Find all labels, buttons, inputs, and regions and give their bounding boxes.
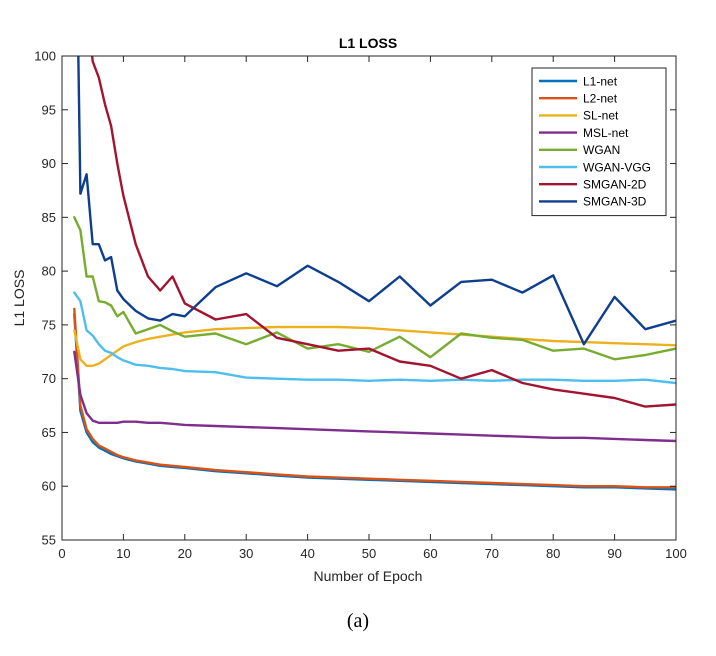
x-tick-label: 60 bbox=[423, 546, 437, 561]
x-tick-label: 0 bbox=[58, 546, 65, 561]
axes: 0 10 20 30 40 50 60 70 80 90 100 55 60 65 70 75 80 85 90 95… bbox=[34, 49, 687, 562]
series-line-smgan-2d bbox=[90, 56, 676, 408]
legend-label: SMGAN-2D bbox=[583, 178, 647, 192]
series-layer bbox=[73, 56, 676, 491]
y-tick-label: 60 bbox=[42, 479, 56, 494]
legend-label: WGAN-VGG bbox=[583, 160, 651, 174]
x-tick-label: 30 bbox=[239, 546, 253, 561]
y-tick-label: 65 bbox=[42, 425, 56, 440]
chart-title: L1 LOSS bbox=[339, 35, 397, 51]
x-tick-label: 90 bbox=[607, 546, 621, 561]
legend-label: L1-net bbox=[583, 74, 618, 88]
series-line-msl-net bbox=[73, 350, 676, 443]
x-tick-label: 10 bbox=[116, 546, 130, 561]
x-tick-label: 40 bbox=[300, 546, 314, 561]
x-tick-label: 80 bbox=[546, 546, 560, 561]
series-line-wgan-vgg bbox=[73, 291, 676, 385]
y-tick-label: 90 bbox=[42, 156, 56, 171]
legend-box bbox=[531, 67, 667, 217]
line-chart: L1 LOSS 0 10 20 30 40 50 60 70 80 90 100 55 60 65 70 75… bbox=[11, 35, 687, 584]
series-line-smgan-3d bbox=[77, 56, 676, 346]
y-tick-label: 80 bbox=[42, 264, 56, 279]
legend-label: WGAN bbox=[583, 143, 620, 157]
figure-caption: (a) bbox=[346, 610, 370, 632]
legend-label: MSL-net bbox=[583, 126, 629, 140]
x-tick-label: 70 bbox=[485, 546, 499, 561]
y-tick-label: 95 bbox=[42, 102, 56, 117]
x-tick-label: 50 bbox=[362, 546, 376, 561]
y-tick-label: 100 bbox=[34, 49, 56, 64]
y-tick-label: 70 bbox=[42, 371, 56, 386]
x-tick-label: 100 bbox=[665, 546, 687, 561]
legend-label: SL-net bbox=[583, 109, 619, 123]
y-axis-label: L1 LOSS bbox=[11, 270, 27, 327]
y-tick-label: 75 bbox=[42, 317, 56, 332]
series-line-l2-net bbox=[73, 307, 676, 489]
legend: L1-net L2-net SL-net MSL-net WGAN WGAN-VGG SMG… bbox=[531, 67, 667, 217]
legend-label: SMGAN-3D bbox=[583, 195, 647, 209]
y-tick-label: 85 bbox=[42, 210, 56, 225]
y-tick-label: 55 bbox=[42, 533, 56, 548]
x-axis-label: Number of Epoch bbox=[314, 568, 423, 584]
x-tick-label: 20 bbox=[178, 546, 192, 561]
series-line-wgan bbox=[73, 216, 676, 361]
series-line-sl-net bbox=[73, 325, 676, 367]
legend-label: L2-net bbox=[583, 92, 618, 106]
